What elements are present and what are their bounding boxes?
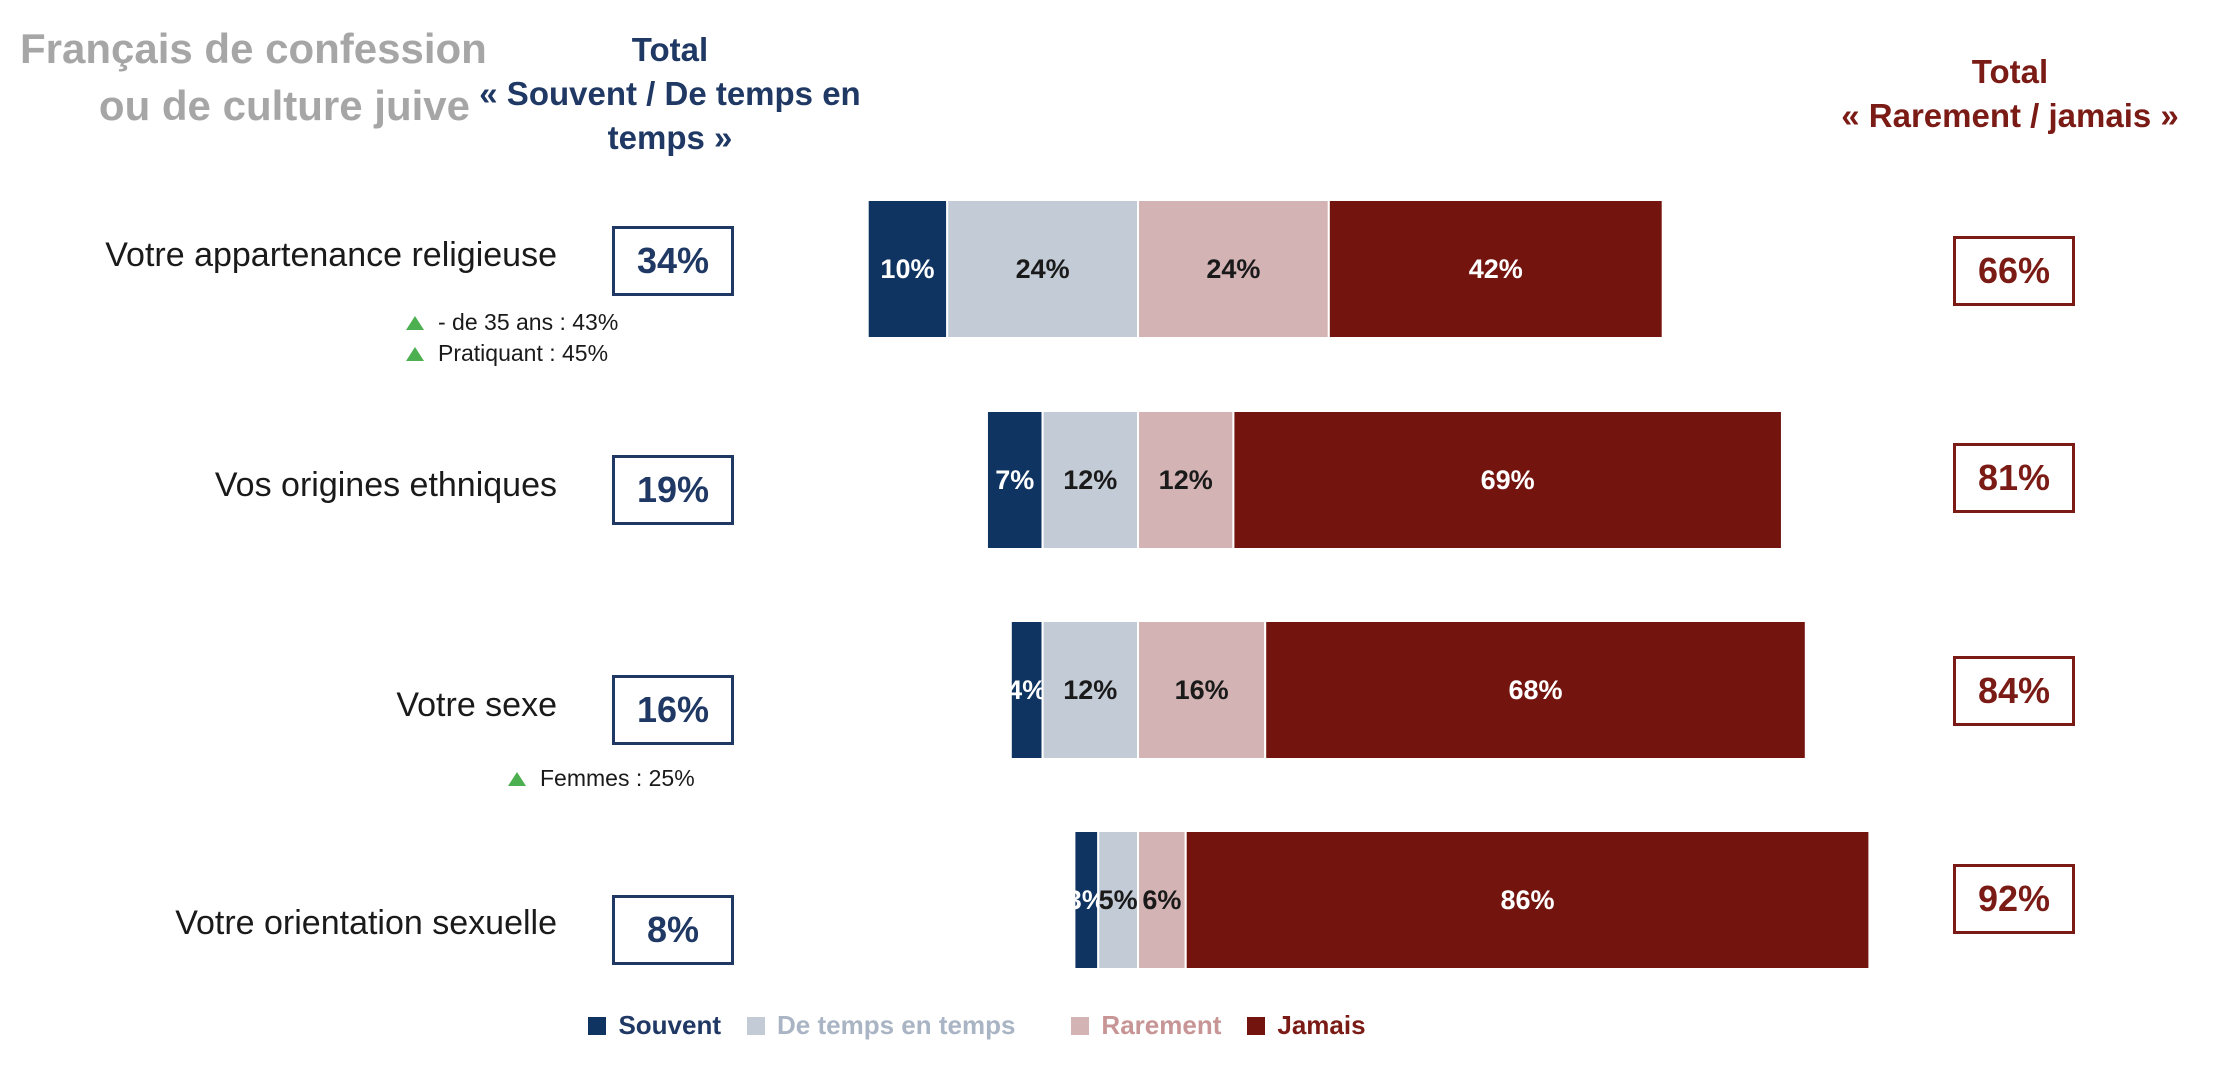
bar-data-label: 10% [880,254,934,284]
legend-swatch [1247,1016,1266,1035]
bar-segment-souvent [985,410,1044,550]
bar-segment-jamais [1327,199,1664,339]
legend-swatch [588,1016,607,1035]
bar-segment-rarement [1137,410,1235,550]
bar-data-label: 12% [1159,465,1213,495]
total-left-box: 16% [612,675,734,745]
legend-item: Souvent [588,1010,721,1041]
title-line: Français de confession [20,25,487,72]
legend-label: De temps en temps [777,1010,1016,1040]
bar-segment-souvent [866,199,949,339]
up-triangle-icon [508,771,526,786]
header-line: Total [1971,53,2049,90]
row-label: Votre sexe [396,686,557,724]
note-item: Femmes : 25% [508,765,695,792]
bar-segment-de-temps-en-temps [1097,830,1139,970]
chart-legend: Souvent De temps en temps Rarement Jamais [0,1010,2084,1041]
total-left-box: 34% [612,226,734,296]
bar-data-label: 12% [1063,465,1117,495]
bar-data-label: 69% [1481,465,1535,495]
row-label: Vos origines ethniques [214,466,557,504]
note-text: - de 35 ans : 43% [438,309,619,335]
bar-data-label: 6% [1142,885,1181,915]
total-right-box: 81% [1953,443,2075,513]
bar-segment-de-temps-en-temps [1041,410,1139,550]
note-item: Pratiquant : 45% [406,340,608,367]
note-item: - de 35 ans : 43% [406,309,618,336]
title-line: ou de culture juive [98,82,470,129]
legend-label: Rarement [1101,1010,1222,1040]
bar-data-label: 24% [1016,254,1070,284]
legend-label: Souvent [618,1010,722,1040]
bar-data-label: 4% [1007,675,1046,705]
bar-data-label: 24% [1206,254,1260,284]
legend-swatch [1071,1016,1090,1035]
bar-segment-jamais [1264,620,1807,760]
stacked-bar-chart: 10% 24% 24% 42%7% 12% 12% 69%4% 12% 16% 68%3%5% 6%… [866,199,1871,970]
bar-data-label: 68% [1508,675,1562,705]
bar-segment-de-temps-en-temps [1041,620,1139,760]
bar-segment-souvent [1009,620,1044,760]
legend-label: Jamais [1277,1010,1366,1040]
legend-swatch [747,1016,766,1035]
up-triangle-icon [406,346,424,361]
bar-segment-rarement [1137,199,1330,339]
row-label: Votre appartenance religieuse [105,236,557,274]
bar-segment-jamais [1232,410,1783,550]
bar-data-label: 42% [1469,254,1523,284]
bar-data-label: 12% [1063,675,1117,705]
total-souvent-header: Total « Souvent / De temps en temps » [470,28,870,160]
header-line: Total [631,31,709,68]
total-right-box: 66% [1953,236,2075,306]
bar-segment-rarement [1137,620,1267,760]
bar-data-label: 16% [1175,675,1229,705]
note-text: Pratiquant : 45% [438,340,609,366]
row-label: Votre orientation sexuelle [175,904,557,942]
header-line: temps » [607,119,733,156]
bar-data-label: 5% [1099,885,1138,915]
bar-data-label: 86% [1501,885,1555,915]
total-left-box: 19% [612,455,734,525]
total-right-box: 84% [1953,656,2075,726]
up-triangle-icon [406,315,424,330]
bar-segment-jamais [1184,830,1871,970]
total-rarement-header: Total « Rarement / jamais » [1780,50,2214,138]
bar-data-label: 7% [995,465,1034,495]
header-line: « Souvent / De temps en [479,75,861,112]
page-title: Français de confession ou de culture jui… [20,20,487,134]
note-text: Femmes : 25% [540,765,695,791]
total-right-box: 92% [1953,864,2075,934]
total-left-box: 8% [612,895,734,965]
header-line: « Rarement / jamais » [1841,97,2179,134]
legend-item: Rarement [1071,1010,1221,1041]
legend-item: Jamais [1247,1010,1366,1041]
legend-item: De temps en temps [747,1010,1015,1041]
bar-segment-rarement [1137,830,1187,970]
